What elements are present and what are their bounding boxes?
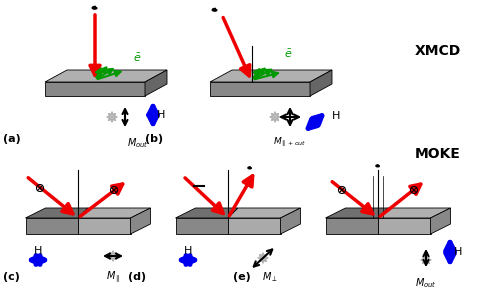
Polygon shape xyxy=(378,218,430,234)
Text: $M_{\parallel}$: $M_{\parallel}$ xyxy=(106,270,120,286)
Polygon shape xyxy=(280,208,300,234)
Text: $M_{out}$: $M_{out}$ xyxy=(415,276,437,290)
Polygon shape xyxy=(45,82,145,96)
Text: H: H xyxy=(184,246,192,256)
Polygon shape xyxy=(176,218,228,234)
Text: (b): (b) xyxy=(145,134,163,144)
Polygon shape xyxy=(210,82,310,96)
Text: MOKE: MOKE xyxy=(415,147,461,161)
Text: $\bar{e}$: $\bar{e}$ xyxy=(284,48,292,60)
Polygon shape xyxy=(26,218,78,234)
Text: XMCD: XMCD xyxy=(415,44,461,58)
Polygon shape xyxy=(130,208,150,234)
Polygon shape xyxy=(326,218,378,234)
Text: $M_{out}$: $M_{out}$ xyxy=(127,136,149,150)
Polygon shape xyxy=(378,208,450,218)
Polygon shape xyxy=(26,208,88,218)
Polygon shape xyxy=(78,208,150,218)
Text: (d): (d) xyxy=(128,272,146,282)
Text: (c): (c) xyxy=(3,272,20,282)
Polygon shape xyxy=(228,218,280,234)
Polygon shape xyxy=(310,70,332,96)
Polygon shape xyxy=(430,208,450,234)
Text: $M_{\parallel+out}$: $M_{\parallel+out}$ xyxy=(273,136,307,149)
Text: $\bar{e}$: $\bar{e}$ xyxy=(133,52,141,64)
Polygon shape xyxy=(78,218,130,234)
Text: $M_{\perp}$: $M_{\perp}$ xyxy=(262,270,278,284)
Text: H: H xyxy=(157,110,166,120)
Polygon shape xyxy=(210,70,332,82)
Text: (a): (a) xyxy=(3,134,21,144)
Text: H: H xyxy=(454,247,462,257)
Polygon shape xyxy=(228,208,300,218)
Polygon shape xyxy=(45,70,167,82)
Text: H: H xyxy=(34,246,42,256)
Text: (e): (e) xyxy=(233,272,251,282)
Polygon shape xyxy=(326,208,388,218)
Text: H: H xyxy=(332,111,340,121)
Polygon shape xyxy=(176,208,238,218)
Polygon shape xyxy=(145,70,167,96)
